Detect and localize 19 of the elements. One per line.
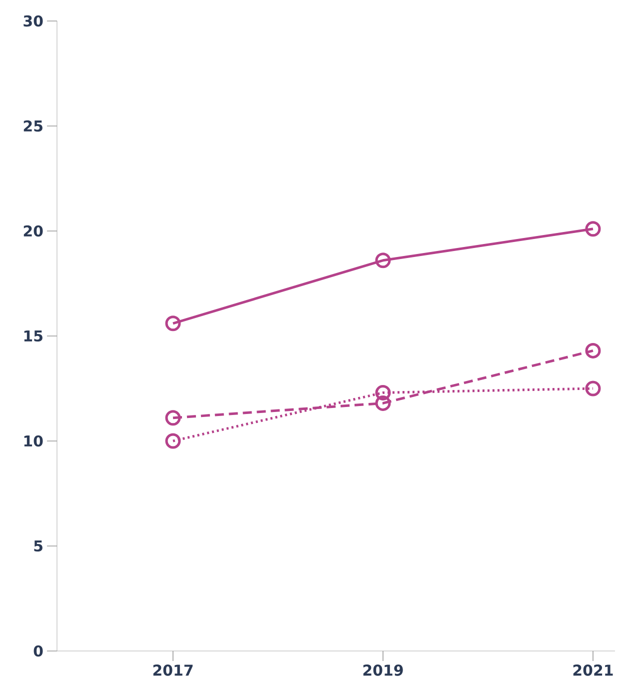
y-tick-label: 30 [24, 15, 43, 27]
point [165, 410, 181, 426]
point [375, 384, 391, 400]
point [375, 252, 391, 268]
point [165, 316, 181, 332]
point [375, 395, 391, 411]
x-tick-label: 2019 [363, 664, 403, 676]
y-tick-label: 20 [24, 225, 43, 237]
point [585, 342, 601, 358]
y-tick-label: 5 [34, 540, 42, 552]
x-tick-label: 2017 [153, 664, 193, 676]
point [165, 433, 181, 449]
y-tick-label: 0 [34, 645, 43, 657]
x-tick-label: 2021 [573, 664, 613, 676]
point [585, 380, 601, 396]
y-tick-label: 15 [24, 330, 42, 342]
y-tick-label: 10 [24, 435, 43, 447]
point [585, 221, 601, 237]
y-tick-label: 25 [24, 120, 42, 132]
